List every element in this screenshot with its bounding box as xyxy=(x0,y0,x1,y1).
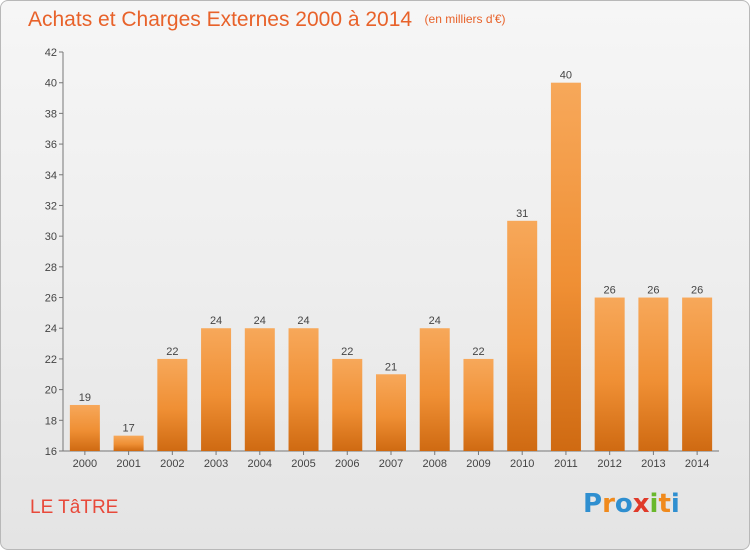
x-tick-label: 2011 xyxy=(554,458,578,470)
bar-value-label: 19 xyxy=(79,392,91,404)
y-tick-label: 34 xyxy=(45,170,57,182)
bar-value-label: 22 xyxy=(341,346,353,358)
y-tick-label: 40 xyxy=(45,78,57,90)
y-tick-label: 42 xyxy=(45,47,57,59)
logo-letter: t xyxy=(658,489,671,519)
bar-value-label: 24 xyxy=(254,315,266,327)
y-tick-label: 18 xyxy=(45,415,57,427)
bar xyxy=(550,82,581,451)
bar-value-label: 24 xyxy=(297,315,309,327)
y-tick-label: 26 xyxy=(45,293,57,305)
y-tick-label: 30 xyxy=(45,231,57,243)
logo-letter: P xyxy=(583,489,603,519)
bar-value-label: 26 xyxy=(604,285,616,297)
bar-value-label: 26 xyxy=(691,285,703,297)
x-tick-label: 2008 xyxy=(422,458,446,470)
bar xyxy=(507,220,538,451)
y-tick-label: 24 xyxy=(45,323,57,335)
x-tick-label: 2003 xyxy=(204,458,228,470)
town-name: LE TâTRE xyxy=(30,497,119,518)
bar-value-label: 22 xyxy=(166,346,178,358)
bar-value-label: 26 xyxy=(647,285,659,297)
y-tick-label: 22 xyxy=(45,354,57,366)
bar xyxy=(113,435,144,451)
x-tick-label: 2000 xyxy=(73,458,97,470)
x-tick-label: 2001 xyxy=(116,458,140,470)
chart-unit: (en milliers d'€) xyxy=(424,12,506,26)
bar xyxy=(682,297,713,451)
x-tick-label: 2007 xyxy=(379,458,403,470)
bar-value-label: 31 xyxy=(516,208,528,220)
bar-value-label: 17 xyxy=(122,423,134,435)
chart-bars: 19 17 22 24 24 24 22 21 24 22 31 40 26 26 26 xyxy=(69,70,713,451)
bar xyxy=(201,328,232,451)
bar xyxy=(594,297,625,451)
logo-letter: o xyxy=(614,489,633,519)
bar xyxy=(332,358,363,451)
x-tick-label: 2013 xyxy=(641,458,665,470)
bar xyxy=(288,328,319,451)
y-tick-label: 28 xyxy=(45,262,57,274)
logo-letter: x xyxy=(632,489,650,519)
y-tick-label: 20 xyxy=(45,385,57,397)
x-tick-label: 2005 xyxy=(291,458,315,470)
bar xyxy=(69,404,100,451)
x-tick-label: 2004 xyxy=(248,458,272,470)
bar xyxy=(376,374,406,451)
proxiti-logo[interactable]: Proxiti xyxy=(583,489,680,519)
bar-value-label: 24 xyxy=(210,315,222,327)
x-tick-label: 2006 xyxy=(335,458,359,470)
x-tick-label: 2014 xyxy=(685,458,709,470)
bar xyxy=(244,328,275,451)
y-tick-label: 32 xyxy=(45,200,57,212)
bar xyxy=(157,358,188,451)
bar xyxy=(638,297,669,451)
bar xyxy=(419,328,450,451)
x-tick-label: 2012 xyxy=(597,458,621,470)
x-tick-label: 2009 xyxy=(466,458,490,470)
chart-title-text: Achats et Charges Externes 2000 à 2014 xyxy=(28,8,413,31)
bar-value-label: 40 xyxy=(560,70,572,82)
bar xyxy=(463,358,494,451)
logo-letter: i xyxy=(649,489,659,519)
bar-value-label: 22 xyxy=(472,346,484,358)
chart-title: Achats et Charges Externes 2000 à 2014 (… xyxy=(28,8,506,32)
y-tick-label: 38 xyxy=(45,108,57,120)
y-tick-label: 16 xyxy=(45,446,57,458)
y-tick-label: 36 xyxy=(45,139,57,151)
x-tick-label: 2010 xyxy=(510,458,534,470)
bar-value-label: 24 xyxy=(429,315,441,327)
logo-letter: r xyxy=(602,489,615,519)
logo-letter: i xyxy=(670,489,680,519)
bar-value-label: 21 xyxy=(385,361,397,373)
x-tick-label: 2002 xyxy=(160,458,184,470)
